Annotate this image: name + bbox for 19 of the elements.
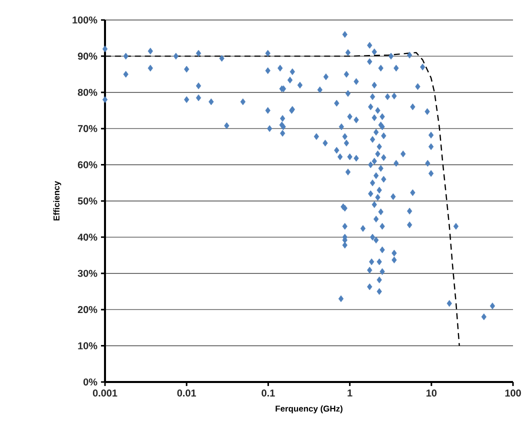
- y-tick-label: 20%: [78, 306, 98, 314]
- x-tick-label: 0.1: [262, 390, 275, 397]
- y-tick-label: 90%: [78, 52, 98, 60]
- x-tick-label: 1: [348, 390, 352, 396]
- y-tick-label: 10%: [78, 342, 98, 350]
- x-tick-label: 0.01: [177, 390, 196, 397]
- y-tick-label: 100%: [72, 16, 98, 24]
- y-tick-label: 50%: [78, 197, 98, 205]
- y-tick-label: 40%: [78, 234, 98, 241]
- y-tick-label: 0%: [83, 378, 98, 386]
- x-tick-label: 0.001: [92, 390, 118, 397]
- y-tick-label: 80%: [78, 88, 98, 96]
- y-tick-label: 60%: [78, 161, 98, 168]
- y-axis-title: Efficiency: [53, 181, 62, 220]
- y-tick-label: 30%: [78, 270, 98, 277]
- y-tick-label: 70%: [78, 125, 98, 132]
- x-tick-label: 100: [505, 390, 521, 397]
- x-axis-title: Ferquency (GHz): [276, 405, 342, 414]
- x-tick-label: 10: [426, 390, 437, 397]
